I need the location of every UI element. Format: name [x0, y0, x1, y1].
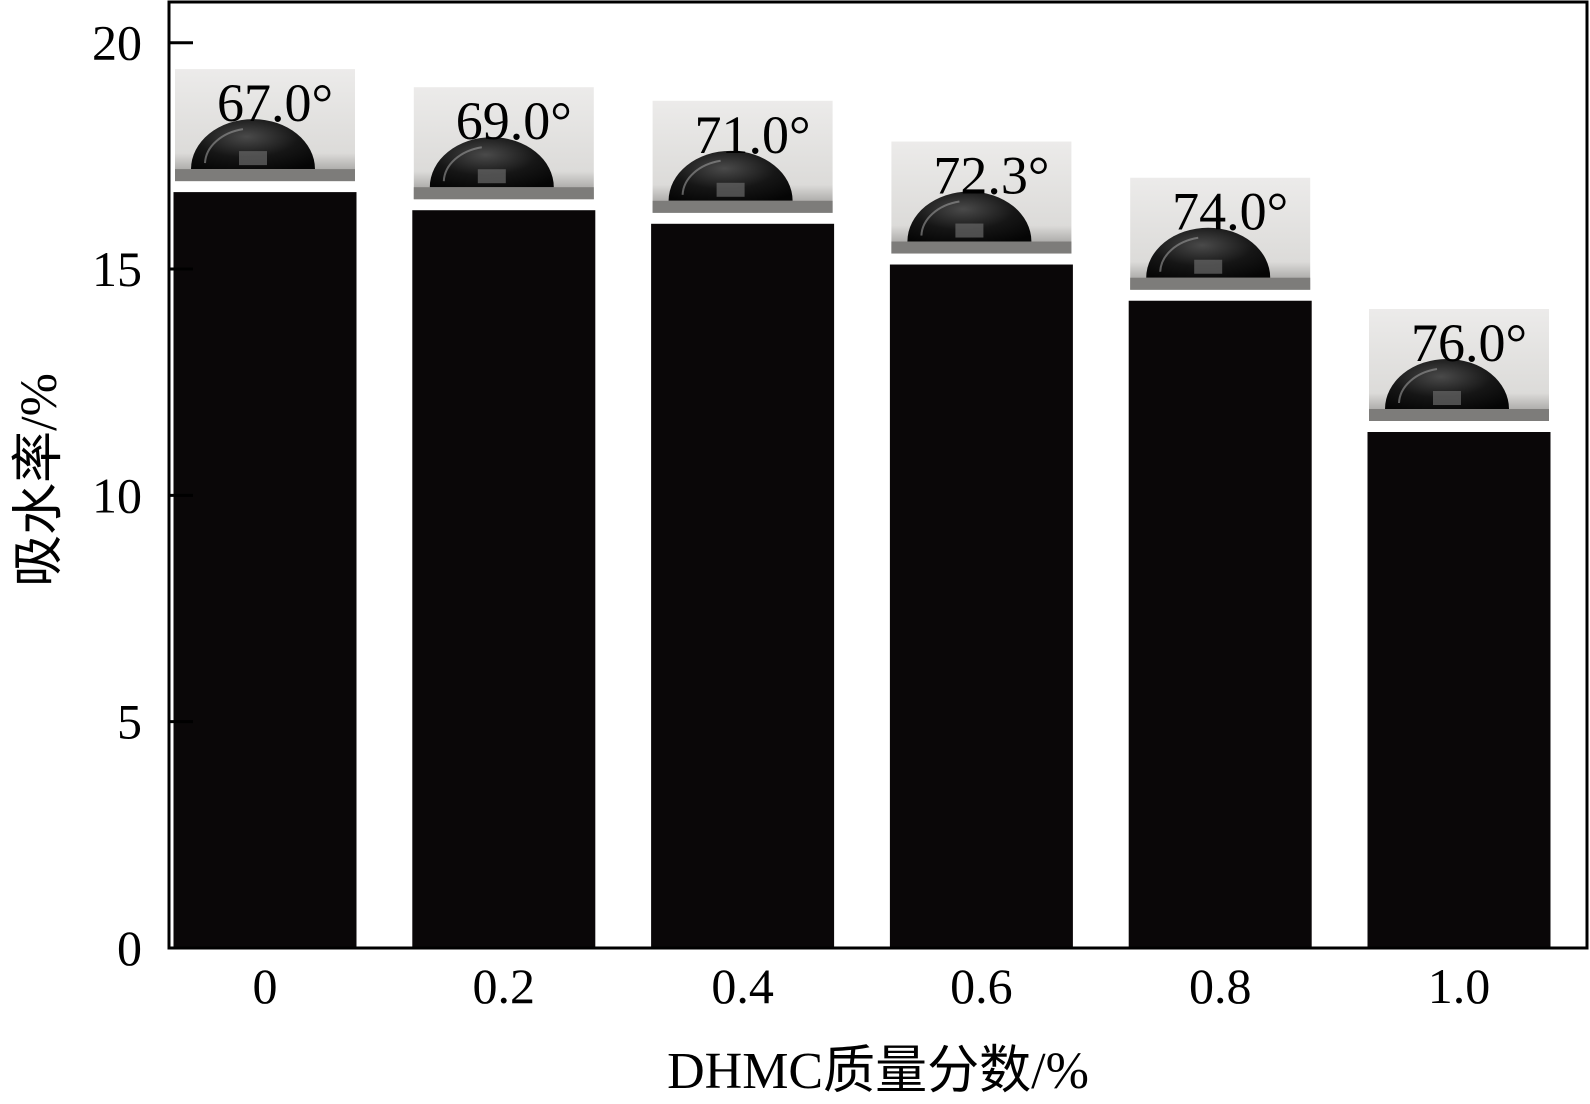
contact-angle-label: 71.0°	[695, 105, 811, 165]
x-tick-label: 0.2	[473, 958, 536, 1014]
droplet-photo: 69.0°	[413, 87, 594, 200]
contact-angle-label: 67.0°	[217, 73, 333, 133]
y-tick-label: 15	[92, 241, 142, 297]
plot-frame	[167, 0, 1589, 950]
water-droplet	[191, 119, 315, 170]
x-tick-label: 0.8	[1189, 958, 1252, 1014]
bar	[412, 210, 596, 949]
bar	[173, 192, 357, 948]
contact-angle-label: 72.3°	[933, 146, 1049, 206]
bar	[1367, 432, 1551, 948]
x-axis-ticks: 0 0.2 0.4 0.6 0.8 1.0	[253, 958, 1491, 1014]
contact-angle-label: 74.0°	[1172, 182, 1288, 242]
x-axis-title: DHMC质量分数/%	[667, 1043, 1089, 1100]
water-droplet	[429, 137, 554, 188]
droplet-photo: 67.0°	[175, 69, 355, 182]
y-tick-label: 20	[92, 15, 142, 71]
x-tick-label: 1.0	[1428, 958, 1491, 1014]
x-tick-label: 0.4	[711, 958, 774, 1014]
bar	[889, 264, 1073, 948]
water-droplet	[668, 150, 793, 201]
y-axis-ticks: 0 5 10 15 20	[92, 15, 193, 976]
water-droplet	[907, 191, 1032, 242]
y-tick-label: 10	[92, 467, 142, 523]
y-axis-title: 吸水率/%	[11, 373, 68, 587]
y-tick-label: 0	[117, 920, 142, 976]
x-tick-label: 0.6	[950, 958, 1013, 1014]
bars-layer	[173, 192, 1551, 949]
droplet-photo: 76.0°	[1369, 309, 1549, 421]
contact-angle-label: 69.0°	[456, 91, 572, 151]
bar	[651, 223, 835, 948]
bar	[1128, 300, 1312, 949]
y-tick-label: 5	[117, 694, 142, 750]
droplet-photos-layer: 67.0° 69.0° 71.0° 72.3° 74.0° 76.0°	[175, 69, 1549, 421]
droplet-photo: 74.0°	[1130, 177, 1311, 290]
water-droplet	[1146, 227, 1271, 278]
droplet-photo: 72.3°	[891, 141, 1072, 254]
water-droplet	[1385, 359, 1509, 409]
x-tick-label: 0	[253, 958, 278, 1014]
droplet-photo: 71.0°	[652, 100, 833, 213]
contact-angle-label: 76.0°	[1411, 313, 1527, 373]
